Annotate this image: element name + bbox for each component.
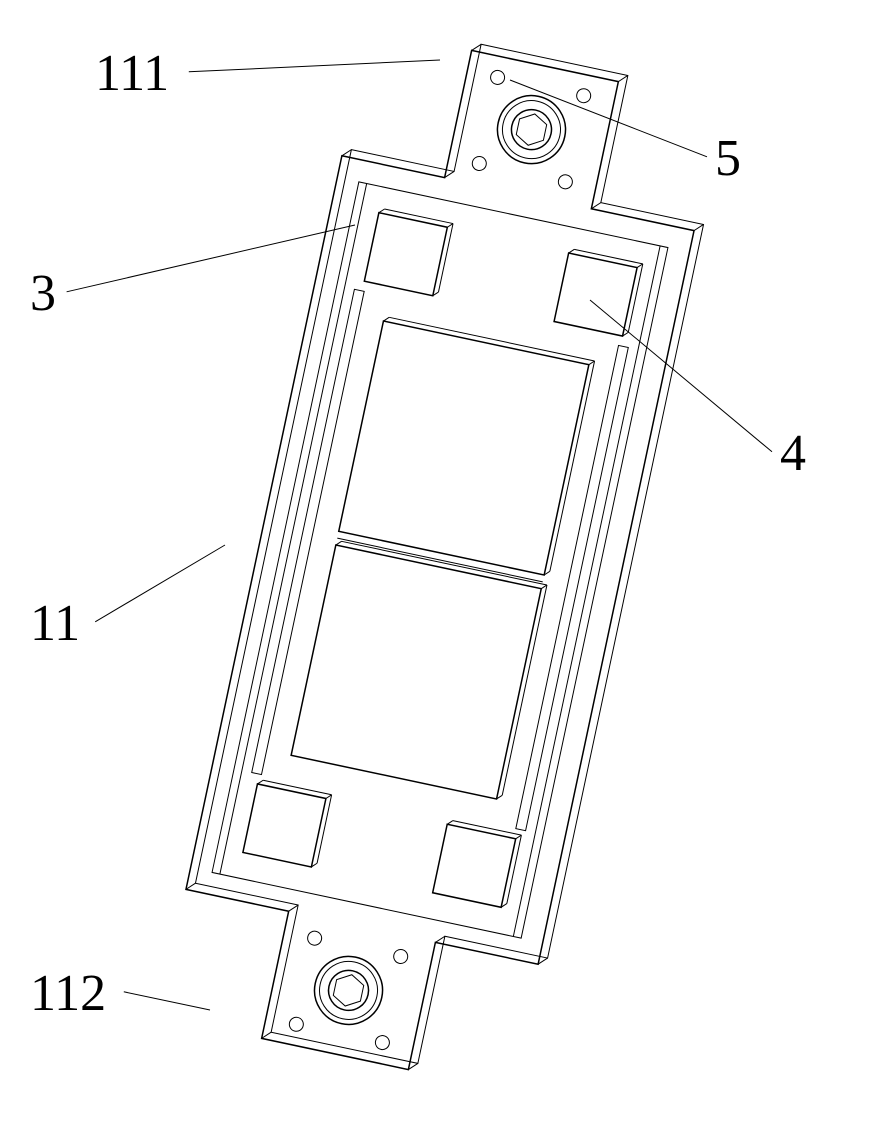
callout-label-3: 3	[30, 265, 56, 322]
mechanical-part	[159, 21, 731, 1093]
leader-lines	[67, 60, 772, 1010]
callout-label-112: 112	[30, 965, 106, 1022]
callout-label-111: 111	[95, 45, 169, 102]
callout-labels: 111 5 3 4 11 112	[30, 45, 806, 1022]
callout-label-11: 11	[30, 595, 80, 652]
diagram-canvas: 111 5 3 4 11 112	[0, 0, 890, 1135]
callout-label-5: 5	[715, 130, 741, 187]
callout-label-4: 4	[780, 425, 806, 482]
